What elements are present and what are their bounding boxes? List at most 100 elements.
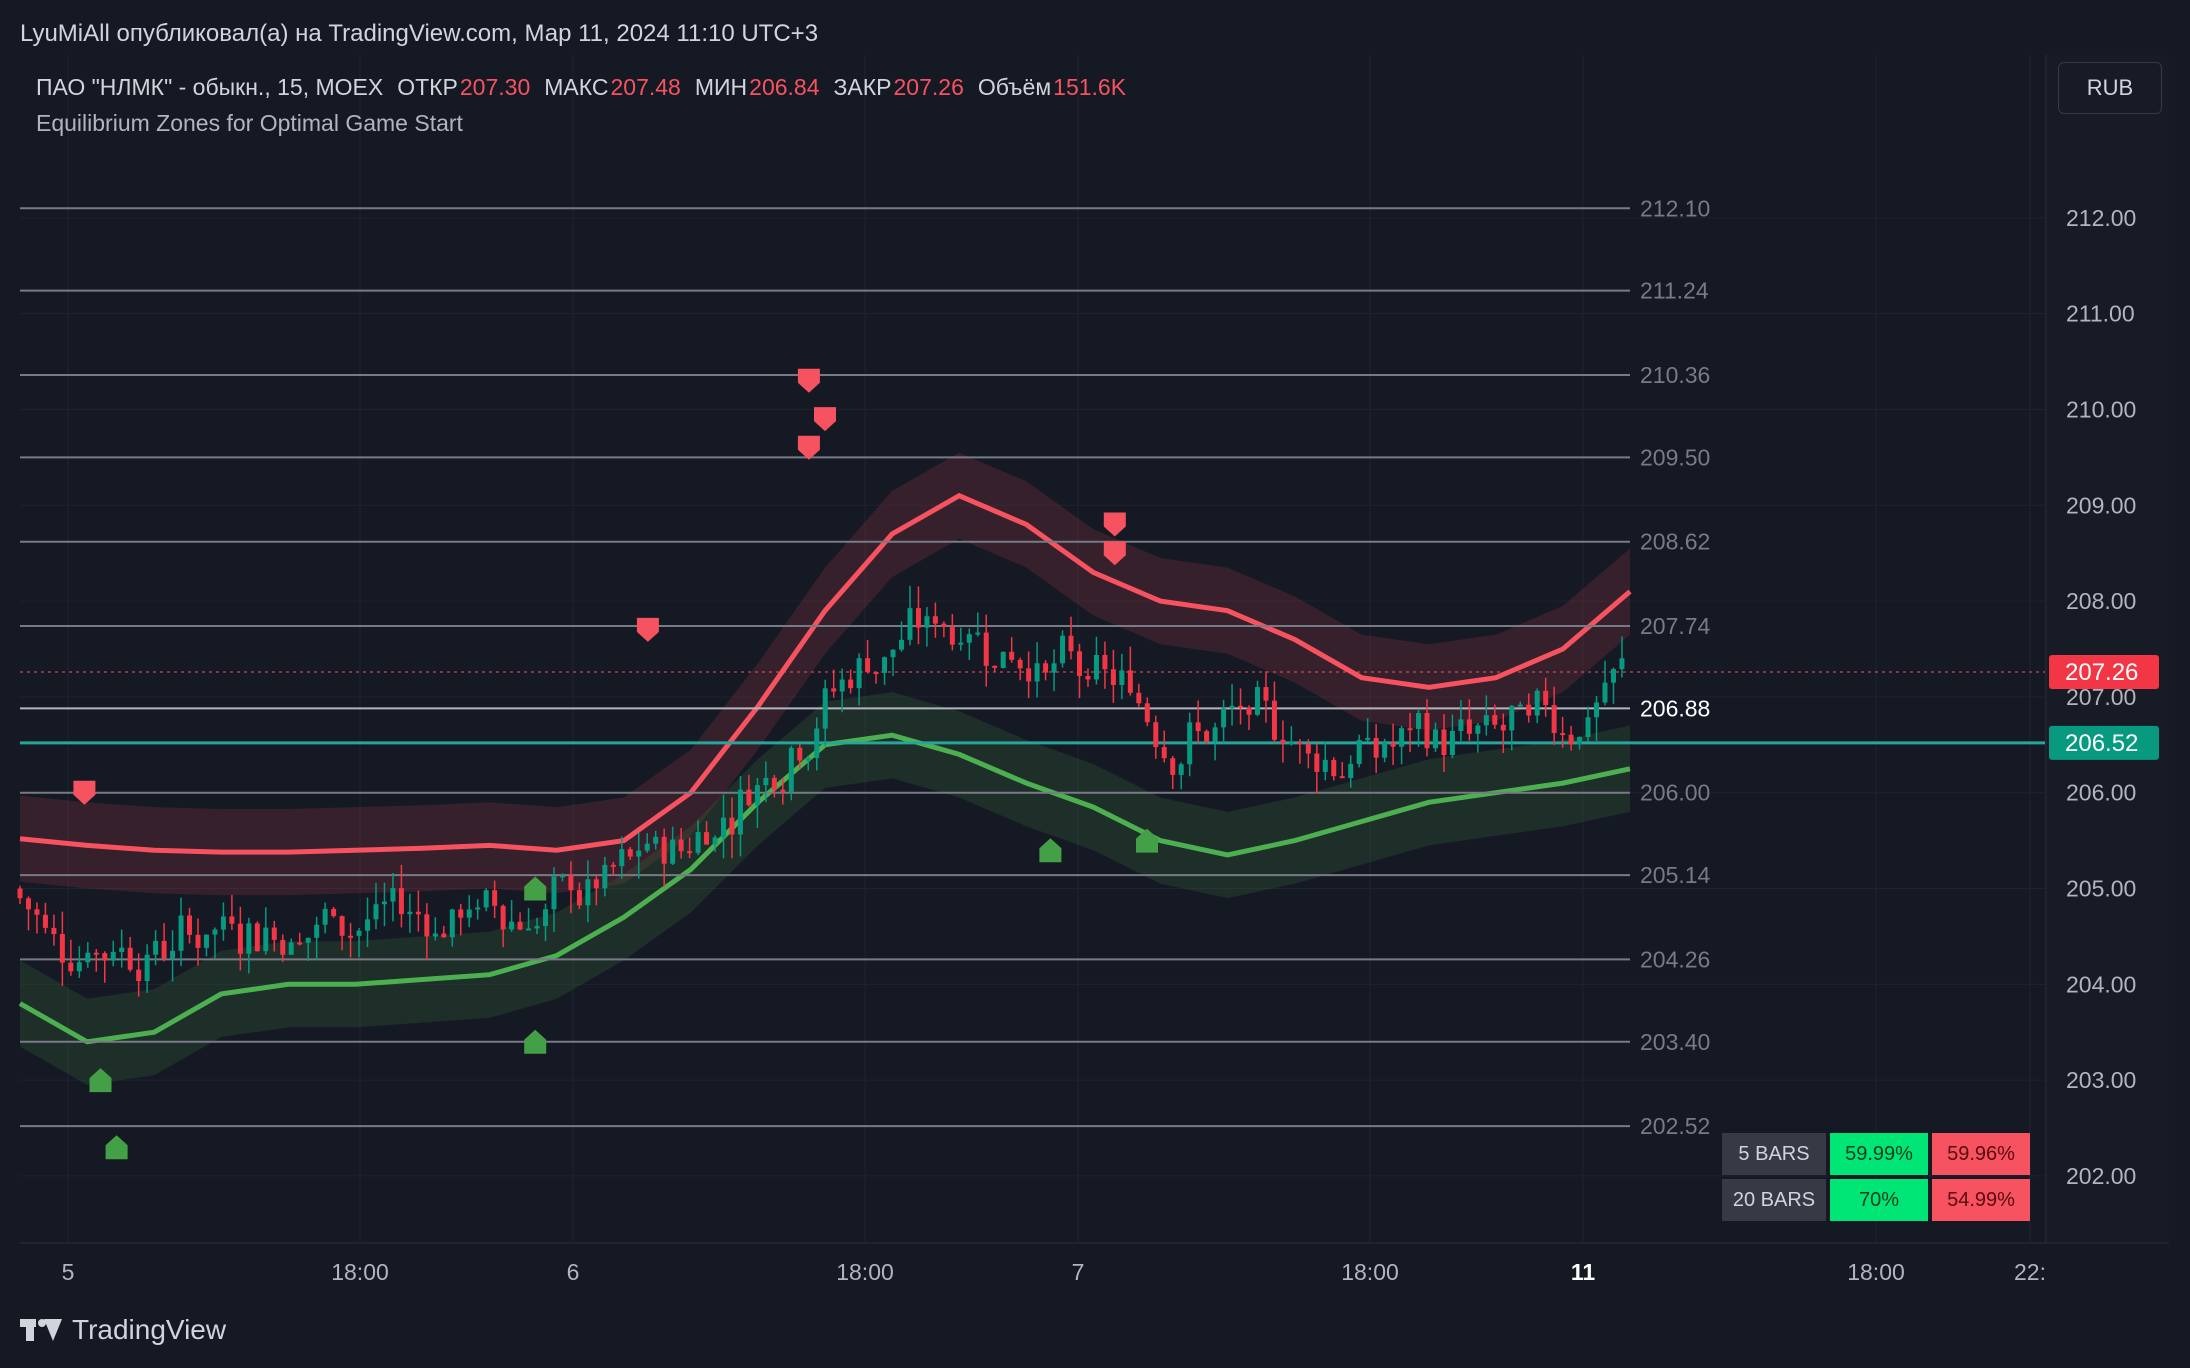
- candle-body: [610, 864, 616, 867]
- high-value: 207.48: [610, 74, 681, 100]
- candle-body: [805, 758, 811, 761]
- low-value: 206.84: [749, 74, 820, 100]
- upper-band-line: [19, 492, 1632, 855]
- high-label: МАКС: [544, 74, 609, 100]
- currency-button[interactable]: RUB: [2058, 62, 2162, 114]
- candle-body: [509, 921, 515, 930]
- candle-body: [381, 901, 387, 905]
- candle-body: [1348, 763, 1354, 779]
- candle-body: [890, 649, 896, 658]
- candle-body: [1127, 670, 1133, 693]
- candle-body: [1619, 658, 1625, 670]
- candle-body: [178, 915, 184, 951]
- candle-body: [670, 839, 676, 864]
- volume-value: 151.6K: [1053, 74, 1127, 100]
- candle-body: [1373, 737, 1379, 758]
- candle-body: [1238, 705, 1244, 708]
- candle-body: [1390, 742, 1396, 747]
- sell-signal-marker: [636, 617, 659, 642]
- price-axis-bg: [2046, 55, 2169, 1243]
- level-label: 209.50: [1640, 444, 1710, 470]
- buy-signal-marker: [1136, 828, 1158, 853]
- candle-body: [1314, 753, 1320, 772]
- candle-body: [848, 679, 854, 689]
- candle-body: [373, 904, 379, 920]
- candle-body: [1161, 747, 1167, 759]
- stats-down-value: 59.96%: [1932, 1133, 2030, 1175]
- candle-body: [983, 632, 989, 666]
- candle-body: [678, 839, 684, 852]
- candle-body: [1441, 729, 1447, 755]
- time-axis[interactable]: 5 18:00 6 18:00 7 18:00 11 18:00 22:: [20, 1242, 2169, 1285]
- stats-row-label: 5 BARS: [1722, 1133, 1826, 1175]
- price-tick-label: 208.00: [2066, 588, 2136, 614]
- candle-body: [1594, 702, 1600, 718]
- price-axis[interactable]: 212.00211.00210.00209.00208.00207.00206.…: [2045, 55, 2169, 1243]
- candle-body: [559, 875, 565, 878]
- candle-body: [1382, 742, 1388, 758]
- candle-body: [229, 916, 235, 924]
- price-tick-label: 211.00: [2066, 301, 2135, 327]
- low-label: МИН: [694, 74, 748, 100]
- time-tick-label: 18:00: [1341, 1259, 1399, 1285]
- candle-body: [543, 909, 549, 927]
- candle-body: [907, 608, 913, 640]
- symbol-legend[interactable]: ПАО "НЛМК" - обыкн., 15, MOEX ОТКР207.30 М…: [36, 74, 1140, 101]
- candle-body: [1000, 651, 1006, 668]
- candle-body: [1458, 719, 1464, 732]
- candle-body: [788, 747, 794, 792]
- candle-body: [1297, 742, 1303, 745]
- candle-body: [966, 634, 972, 643]
- candle-body: [76, 962, 82, 972]
- level-label: 204.26: [1640, 946, 1710, 972]
- candle-body: [1093, 654, 1099, 680]
- sell-signal-marker: [814, 407, 836, 432]
- candle-body: [170, 950, 176, 959]
- indicator-bands: [18, 452, 1632, 1085]
- candle-body: [1246, 707, 1252, 715]
- candle-body: [1517, 704, 1523, 707]
- close-value: 207.26: [893, 74, 964, 100]
- candle-body: [576, 890, 582, 906]
- candle-body: [34, 909, 40, 915]
- time-tick-label: 6: [567, 1259, 580, 1285]
- candle-body: [1034, 663, 1040, 682]
- candle-body: [458, 909, 464, 918]
- candle-body: [263, 927, 269, 952]
- candle-body: [636, 850, 642, 857]
- candle-body: [280, 939, 286, 955]
- candle-body: [551, 876, 557, 910]
- candle-body: [51, 927, 57, 935]
- level-label: 212.10: [1640, 195, 1710, 221]
- symbol-name: ПАО "НЛМК" - обыкн., 15, MOEX: [36, 74, 384, 100]
- price-tick-label: 204.00: [2066, 971, 2136, 997]
- candle-body: [1432, 729, 1438, 749]
- candle-body: [1500, 724, 1506, 731]
- candle-body: [585, 879, 591, 906]
- candle-body: [441, 933, 447, 938]
- buy-signal-marker: [1039, 838, 1062, 863]
- candle-body: [1076, 651, 1082, 677]
- candle-body: [661, 836, 667, 864]
- candle-body: [288, 942, 294, 955]
- candle-body: [1229, 705, 1235, 709]
- candle-body: [1026, 668, 1032, 682]
- indicator-title[interactable]: Equilibrium Zones for Optimal Game Start: [36, 110, 463, 136]
- candle-body: [195, 934, 201, 948]
- candle-body: [1212, 727, 1218, 742]
- candle-body: [822, 688, 828, 729]
- candle-body: [831, 688, 837, 692]
- candle-body: [704, 832, 710, 845]
- candle-body: [915, 608, 921, 628]
- band-zone: [20, 692, 1630, 1085]
- footer-brand[interactable]: TradingView: [20, 1314, 226, 1346]
- candle-body: [653, 836, 659, 844]
- level-lines: 212.10 211.24 210.36 209.50 208.62 207.74 206.…: [20, 195, 2045, 1139]
- candle-body: [898, 639, 904, 650]
- candle-body: [161, 940, 167, 959]
- candle-body: [1331, 759, 1337, 777]
- sell-signal-marker: [797, 435, 820, 460]
- candle-body: [1492, 715, 1498, 725]
- chart-grid: [20, 55, 2045, 1243]
